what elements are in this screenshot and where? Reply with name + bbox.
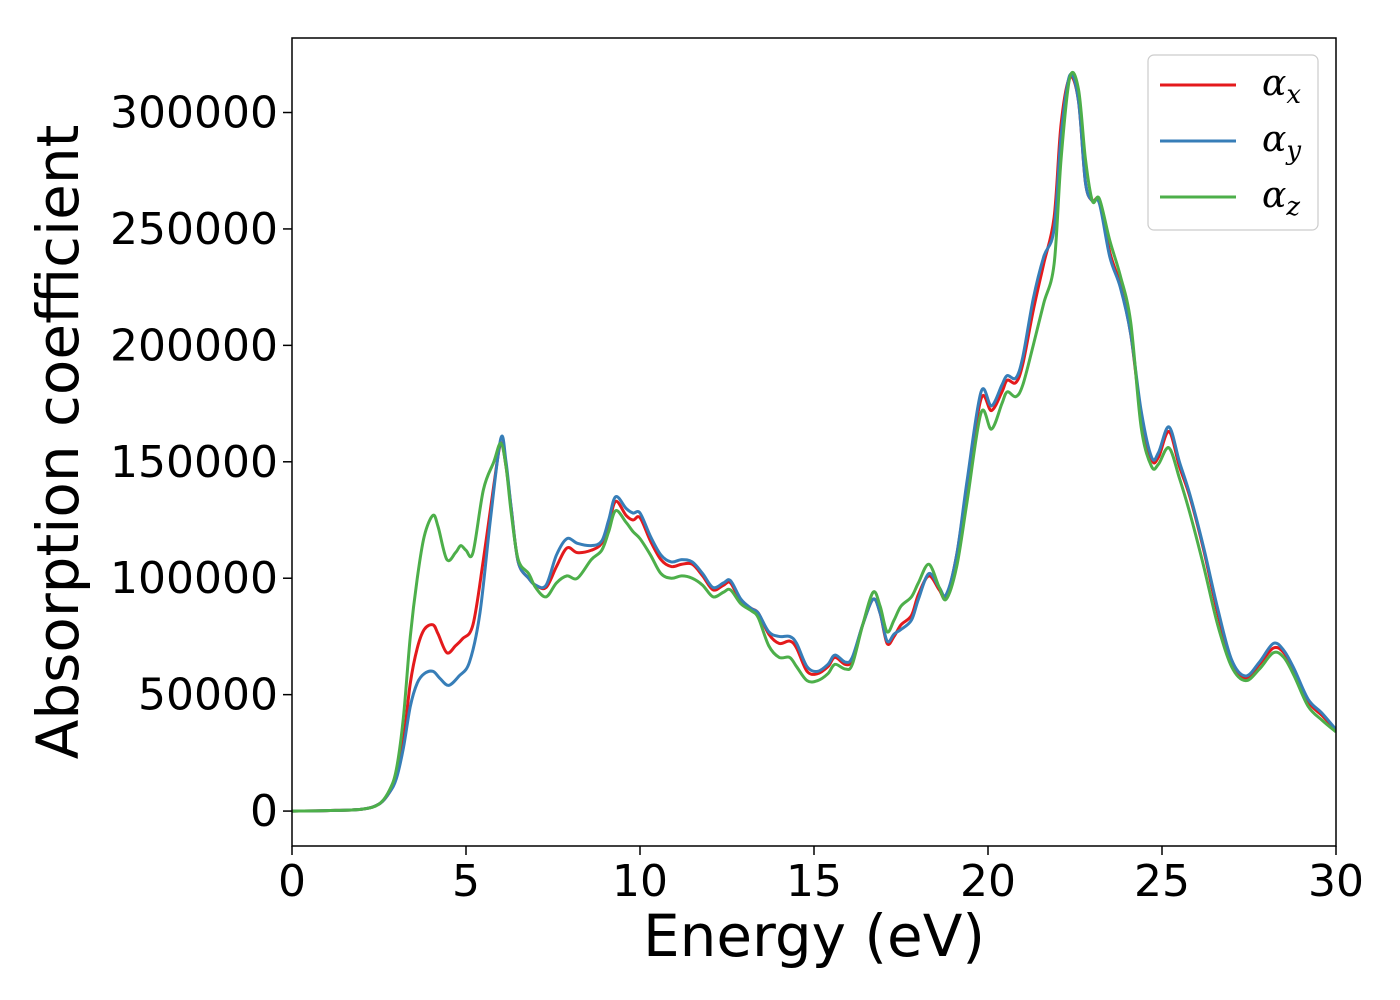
legend-label-alpha-z: αz [1262, 175, 1300, 222]
legend-label-alpha-x: αx [1262, 63, 1301, 110]
legend-label-alpha-y: αy [1262, 119, 1301, 166]
x-tick-label: 15 [786, 856, 842, 907]
series-line-alpha-z [292, 71, 1336, 813]
y-tick-label: 0 [250, 786, 278, 837]
y-axis-ticks: 0 50000 100000 150000 200000 250000 300000 [110, 88, 292, 837]
legend-entries: αx αy αz [1160, 63, 1301, 222]
x-axis-label: Energy (eV) [643, 902, 985, 970]
y-tick-label: 150000 [110, 437, 278, 488]
x-tick-label: 0 [278, 856, 306, 907]
y-tick-label: 250000 [110, 204, 278, 255]
y-tick-label: 300000 [110, 88, 278, 139]
y-axis-label: Absorption coefficient [24, 125, 92, 760]
x-tick-label: 5 [452, 856, 480, 907]
x-tick-label: 25 [1134, 856, 1190, 907]
series-layer [292, 71, 1336, 813]
x-tick-label: 30 [1308, 856, 1364, 907]
x-axis-ticks: 0 5 10 15 20 25 30 [278, 846, 1364, 907]
y-tick-label: 100000 [110, 553, 278, 604]
y-tick-label: 50000 [138, 670, 278, 721]
x-tick-label: 20 [960, 856, 1016, 907]
y-tick-label: 200000 [110, 320, 278, 371]
x-tick-label: 10 [612, 856, 668, 907]
series-line-alpha-y [292, 72, 1336, 813]
legend: αx αy αz [1147, 54, 1319, 231]
